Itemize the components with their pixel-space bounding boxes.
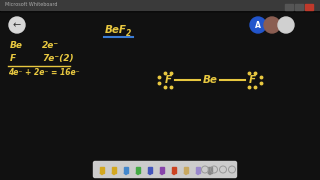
Bar xyxy=(172,167,176,173)
Polygon shape xyxy=(184,173,188,174)
Circle shape xyxy=(278,17,294,33)
Text: Be: Be xyxy=(203,75,217,85)
Polygon shape xyxy=(100,173,104,174)
Text: Microsoft Whiteboard: Microsoft Whiteboard xyxy=(5,3,58,8)
Bar xyxy=(112,167,116,173)
Bar xyxy=(100,167,104,173)
Circle shape xyxy=(250,17,266,33)
Polygon shape xyxy=(124,173,128,174)
Text: BeF: BeF xyxy=(105,25,127,35)
Bar xyxy=(0,9,320,11)
Polygon shape xyxy=(208,173,212,174)
Bar xyxy=(136,167,140,173)
Bar xyxy=(196,167,200,173)
Polygon shape xyxy=(112,173,116,174)
Bar xyxy=(305,3,313,10)
Text: 7e⁻(2): 7e⁻(2) xyxy=(42,54,74,63)
Polygon shape xyxy=(196,173,200,174)
Bar xyxy=(148,167,152,173)
FancyBboxPatch shape xyxy=(93,161,236,177)
Polygon shape xyxy=(160,173,164,174)
Bar xyxy=(184,167,188,173)
Text: A: A xyxy=(255,21,261,30)
Polygon shape xyxy=(172,173,176,174)
Bar xyxy=(160,167,164,173)
Text: Be: Be xyxy=(10,41,23,50)
Text: 4e⁻ + 2e⁻ = 16e⁻: 4e⁻ + 2e⁻ = 16e⁻ xyxy=(8,68,80,77)
Bar xyxy=(208,167,212,173)
Polygon shape xyxy=(148,173,152,174)
Text: 2e⁻: 2e⁻ xyxy=(42,41,59,50)
Bar xyxy=(124,167,128,173)
Circle shape xyxy=(264,17,280,33)
Bar xyxy=(285,3,293,10)
Polygon shape xyxy=(136,173,140,174)
Text: F: F xyxy=(10,54,16,63)
Bar xyxy=(0,0,320,10)
Circle shape xyxy=(9,17,25,33)
Bar xyxy=(295,3,303,10)
Text: 2: 2 xyxy=(126,29,131,38)
Text: F: F xyxy=(164,75,172,85)
Text: ←: ← xyxy=(13,20,21,30)
Text: F: F xyxy=(248,75,256,85)
